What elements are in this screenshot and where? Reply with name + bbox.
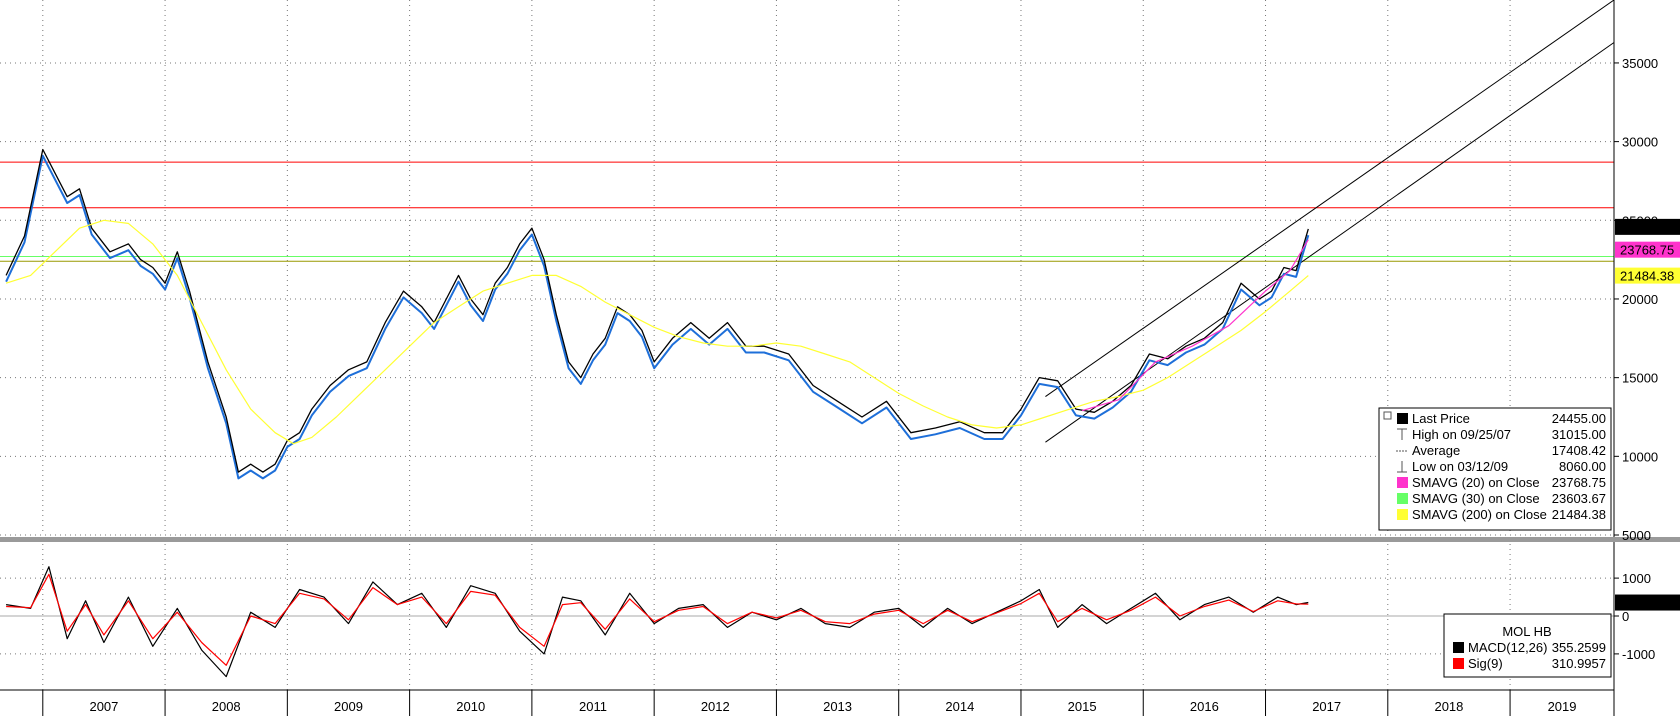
series-line (5, 154, 1310, 480)
legend-value: 24455.00 (1552, 411, 1606, 426)
y-tick-label: 5000 (1622, 528, 1651, 543)
legend-value: 23768.75 (1552, 475, 1606, 490)
last-value-tags: 24455.00 23768.75 21484.38 355.2599 (1615, 218, 1680, 611)
macd-legend-title: MOL HB (1502, 624, 1551, 639)
value-tag-label: 23768.75 (1620, 243, 1674, 258)
main-series (5, 148, 1310, 480)
x-tick-label: 2015 (1068, 699, 1097, 714)
y-tick-label: 15000 (1622, 371, 1658, 386)
value-tag (1615, 218, 1680, 235)
legend-label: Last Price (1412, 411, 1470, 426)
y-tick-label: 30000 (1622, 135, 1658, 150)
x-tick-label: 2008 (212, 699, 241, 714)
x-tick-label: 2016 (1190, 699, 1219, 714)
y-tick-label: 20000 (1622, 292, 1658, 307)
collapse-icon (1383, 411, 1392, 420)
legend-swatch (1453, 642, 1464, 653)
legend-value: 310.9957 (1552, 656, 1606, 671)
x-tick-label: 2009 (334, 699, 363, 714)
legend-label: Sig(9) (1468, 656, 1503, 671)
horizontal-levels (0, 161, 1614, 262)
x-tick-label: 2014 (945, 699, 974, 714)
legend-swatch (1397, 509, 1408, 520)
y-tick-label: 10000 (1622, 449, 1658, 464)
x-tick-label: 2017 (1312, 699, 1341, 714)
series-line (6, 573, 1309, 666)
value-tag (1615, 267, 1680, 284)
x-tick-label: 2012 (701, 699, 730, 714)
x-axis: 2007 2008 2009 2010 2011 2012 2013 2014 2015 2016… (89, 699, 1576, 714)
legend-value: 31015.00 (1552, 427, 1606, 442)
x-tick-label: 2019 (1548, 699, 1577, 714)
legend-value: 355.2599 (1552, 640, 1606, 655)
x-tick-label: 2018 (1434, 699, 1463, 714)
y-tick-label: -1000 (1622, 647, 1655, 662)
macd-legend: MOL HB MACD(12,26) 355.2599 Sig(9) 310.9957 (1443, 613, 1612, 678)
legend-label: Low on 03/12/09 (1412, 459, 1508, 474)
x-tick-label: 2010 (456, 699, 485, 714)
value-tag-label: 24455.00 (1620, 220, 1674, 235)
legend-value: 8060.00 (1559, 459, 1606, 474)
x-tick-label: 2013 (823, 699, 852, 714)
series-line (6, 566, 1309, 678)
macd-grid (0, 544, 1614, 716)
legend-label: Average (1412, 443, 1460, 458)
legend-label: SMAVG (30) on Close (1412, 491, 1540, 506)
series-line (1081, 239, 1309, 412)
value-tag (1615, 594, 1680, 611)
value-tag-label: 355.2599 (1620, 596, 1674, 611)
legend-label: MACD(12,26) (1468, 640, 1547, 655)
main-legend: Last Price 24455.00 High on 09/25/07 31015.… (1378, 407, 1612, 531)
high-marker-icon (1397, 428, 1407, 440)
legend-value: 17408.42 (1552, 443, 1606, 458)
y-tick-label: 0 (1622, 609, 1629, 624)
y-axis-main: 5000100001500020000250003000035000 (1614, 56, 1658, 543)
macd-legend-box (1443, 613, 1612, 678)
trend-channel (1045, 0, 1615, 443)
y-axis-macd: -1000 0 1000 (1614, 571, 1655, 662)
x-tick-label: 2007 (89, 699, 118, 714)
legend-value: 23603.67 (1552, 491, 1606, 506)
legend-swatch (1397, 493, 1408, 504)
y-tick-label: 35000 (1622, 56, 1658, 71)
legend-swatch (1453, 658, 1464, 669)
main-grid (0, 0, 1614, 536)
legend-swatch (1397, 477, 1408, 488)
trend-line-upper (1045, 0, 1615, 397)
legend-label: SMAVG (20) on Close (1412, 475, 1540, 490)
legend-label: SMAVG (200) on Close (1412, 507, 1547, 522)
legend-value: 21484.38 (1552, 507, 1606, 522)
value-tag-label: 21484.38 (1620, 269, 1674, 284)
legend-label: High on 09/25/07 (1412, 427, 1511, 442)
series-line (5, 219, 1309, 445)
y-tick-label: 1000 (1622, 571, 1651, 586)
x-tick-label: 2011 (579, 699, 607, 714)
trend-line-lower (1045, 42, 1615, 443)
main-legend-box (1378, 407, 1612, 531)
macd-series (6, 566, 1309, 678)
series-line (5, 148, 1309, 473)
value-tag (1615, 241, 1680, 258)
low-marker-icon (1397, 461, 1407, 473)
pane-divider (0, 537, 1680, 542)
legend-swatch (1397, 413, 1408, 424)
